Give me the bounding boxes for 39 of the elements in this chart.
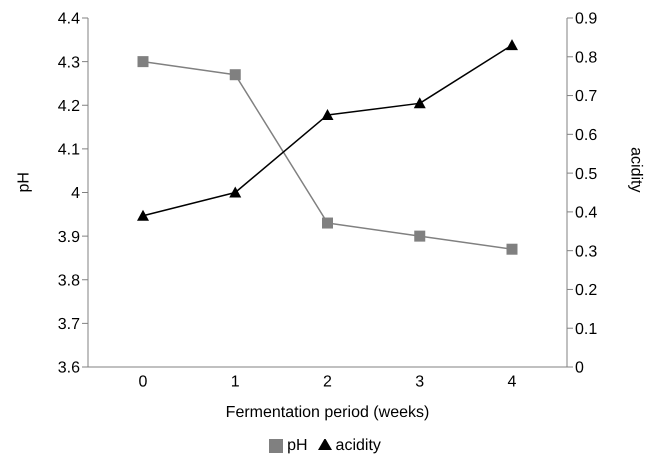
x-tick-label: 2: [323, 373, 332, 390]
y2-tick-label: 0.6: [575, 127, 598, 144]
y-tick-label: 4.4: [58, 10, 80, 28]
point: [322, 108, 334, 120]
legend-label: acidity: [336, 437, 381, 454]
point: [230, 69, 241, 80]
point: [414, 97, 426, 108]
x-axis-title: Fermentation period (weeks): [226, 404, 430, 421]
y2-tick-label: 0.2: [575, 282, 598, 300]
point: [506, 244, 518, 255]
y2-tick-label: 0.8: [575, 49, 598, 66]
y2-tick-label: 0.7: [575, 88, 598, 106]
y2-tick-label: 0.3: [575, 243, 598, 260]
y-tick-label: 4.1: [58, 142, 80, 159]
x-tick-label: 4: [508, 373, 517, 390]
point: [322, 218, 333, 229]
y2-tick-label: 0.5: [575, 166, 598, 183]
point: [137, 210, 149, 221]
y-tick-label: 4.2: [58, 98, 80, 115]
y-tick-label: 3.8: [58, 272, 80, 290]
point: [414, 230, 426, 242]
y-tick-label: 4: [71, 185, 80, 202]
y2-tick-label: 0.9: [575, 10, 598, 28]
y-tick-label: 3.7: [58, 316, 80, 334]
y-tick-label: 3.9: [58, 228, 80, 246]
y-axis-title: pH: [16, 172, 33, 192]
y-tick-label: 3.6: [58, 360, 80, 377]
y-tick-label: 4.3: [58, 54, 80, 72]
x-tick-label: 1: [230, 373, 240, 390]
legend-label: pH: [287, 437, 308, 454]
point: [229, 186, 242, 198]
x-tick-label: 0: [138, 373, 148, 390]
point: [506, 39, 518, 50]
y2-axis-title: acidity: [627, 147, 644, 192]
y2-tick-label: 0.4: [575, 204, 598, 222]
y2-tick-label: 0.1: [575, 320, 598, 338]
point: [138, 56, 148, 68]
x-tick-label: 3: [415, 373, 424, 390]
y2-tick-label: 0: [575, 360, 584, 377]
